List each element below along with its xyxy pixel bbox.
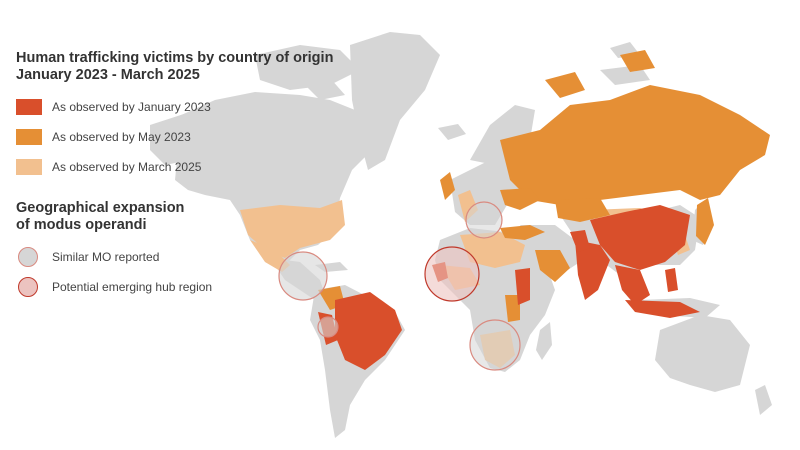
pakistan-region (570, 230, 590, 252)
swatch-march-2025 (16, 159, 42, 175)
mo-circle-peru (317, 316, 339, 338)
japan-region (696, 198, 714, 245)
circle-emerging-hub-icon (18, 277, 38, 297)
australia-land (655, 315, 750, 392)
legend-label-march-2025: As observed by March 2025 (52, 160, 202, 174)
legend-item-january-2023: As observed by January 2023 (16, 96, 366, 118)
legend-section2-line2: of modus operandi (16, 217, 147, 233)
legend-item-march-2025: As observed by March 2025 (16, 156, 366, 178)
region-may-2023 (318, 50, 770, 322)
mo-circle-southern-africa (469, 319, 521, 371)
saudi-region (535, 250, 570, 282)
swatch-january-2023 (16, 99, 42, 115)
legend-title-line2: January 2023 - March 2025 (16, 67, 200, 83)
mo-circle-central-america (278, 251, 328, 301)
china-region (590, 205, 690, 270)
brazil-region (335, 292, 402, 370)
mo-circle-europe (465, 201, 503, 239)
turkey-region (500, 225, 545, 240)
legend-label-similar-mo: Similar MO reported (52, 250, 160, 264)
alaska-land (150, 112, 205, 165)
arctic-islands-region (545, 72, 585, 98)
north-africa-region (460, 232, 525, 268)
iceland-land (438, 124, 466, 140)
legend-item-similar-mo: Similar MO reported (16, 246, 366, 268)
uk-region (440, 172, 455, 200)
hub-circle-west-africa (424, 246, 480, 302)
russia-region (500, 85, 770, 205)
scandinavia-land (470, 105, 535, 165)
kazakhstan-region (555, 198, 610, 222)
legend-section2-line1: Geographical expansion (16, 200, 185, 216)
legend-label-emerging-hub: Potential emerging hub region (52, 280, 213, 294)
legend-label-may-2023: As observed by May 2023 (52, 130, 191, 144)
greenland-land (350, 32, 440, 170)
horn-africa-region (515, 268, 530, 305)
philippines-region (665, 268, 678, 292)
legend-label-january-2023: As observed by January 2023 (52, 100, 211, 114)
indonesia-region (625, 300, 700, 318)
usa-region (240, 200, 345, 258)
legend-item-may-2023: As observed by May 2023 (16, 126, 366, 148)
se-asia-region (615, 265, 650, 305)
mexico-region (250, 240, 290, 272)
circle-similar-mo-icon (18, 247, 38, 267)
map-legend: Human trafficking victims by country of … (16, 50, 366, 298)
arctic-islands-land (255, 45, 360, 90)
madagascar-land (536, 322, 552, 360)
east-africa-region (505, 295, 520, 322)
legend-title-line1: Human trafficking victims by country of … (16, 50, 334, 66)
swatch-may-2023 (16, 129, 42, 145)
ukraine-region (500, 188, 540, 210)
legend-item-emerging-hub: Potential emerging hub region (16, 276, 366, 298)
mo-markers (278, 201, 521, 371)
india-region (575, 240, 610, 300)
